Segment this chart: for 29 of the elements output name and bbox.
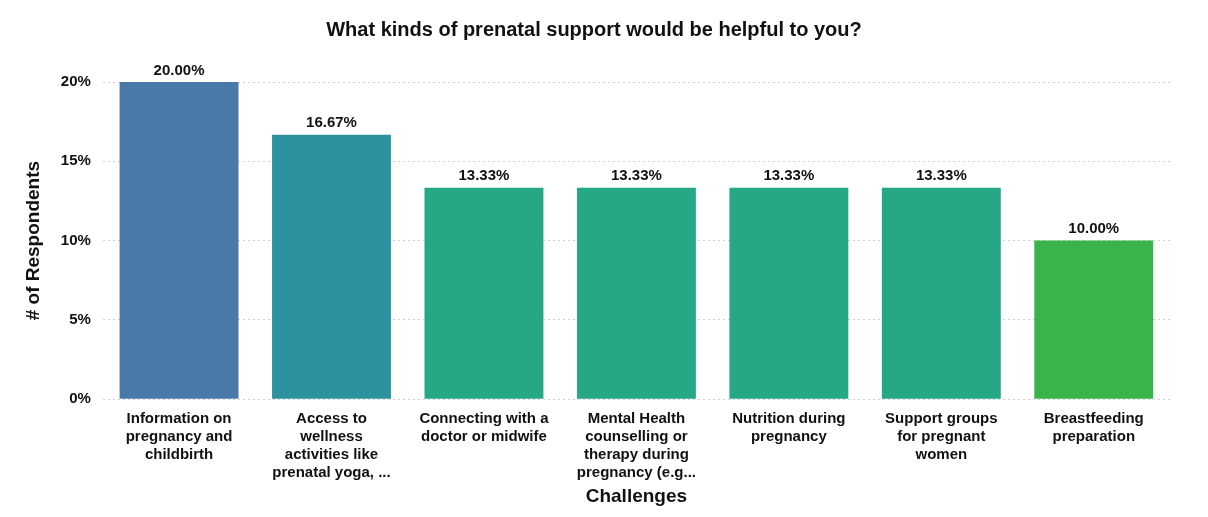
y-tick-label: 20% (60, 72, 91, 90)
data-label: 13.33% (915, 166, 967, 184)
x-tick-label: Access to wellness activities like prenatal yoga, ... (272, 409, 391, 481)
data-label: 16.67% (306, 113, 357, 131)
bar (1034, 240, 1154, 399)
y-tick-label: 15% (60, 151, 91, 169)
y-tick-label: 0% (69, 389, 91, 407)
chart-title: What kinds of prenatal support would be helpful to you? (326, 17, 862, 40)
x-tick-label: Mental Health counselling or therapy during pregnancy (e.g... (576, 409, 697, 481)
data-label: 20.00% (153, 60, 205, 78)
y-tick-label: 10% (60, 230, 91, 248)
data-label: 13.33% (763, 166, 815, 184)
x-tick-label: Information on pregnancy and childbirth (125, 409, 233, 463)
bar (272, 134, 391, 399)
bar (119, 82, 239, 399)
data-label: 13.33% (458, 166, 510, 184)
data-label: 13.33% (610, 166, 662, 184)
x-axis-title: Challenges (585, 484, 688, 506)
x-tick-label: Support groups for pregnant women (885, 409, 998, 463)
x-tick-label: Breastfeeding preparation (1043, 409, 1144, 445)
bar (424, 187, 544, 399)
y-tick-label: 5% (69, 310, 91, 328)
bar (881, 187, 1001, 399)
x-tick-label: Nutrition during pregnancy (732, 409, 846, 445)
bar (576, 187, 696, 399)
bar (729, 187, 849, 399)
y-axis-title: # of Respondents (21, 160, 43, 321)
data-label: 10.00% (1068, 219, 1120, 237)
x-tick-label: Connecting with a doctor or midwife (419, 409, 550, 445)
